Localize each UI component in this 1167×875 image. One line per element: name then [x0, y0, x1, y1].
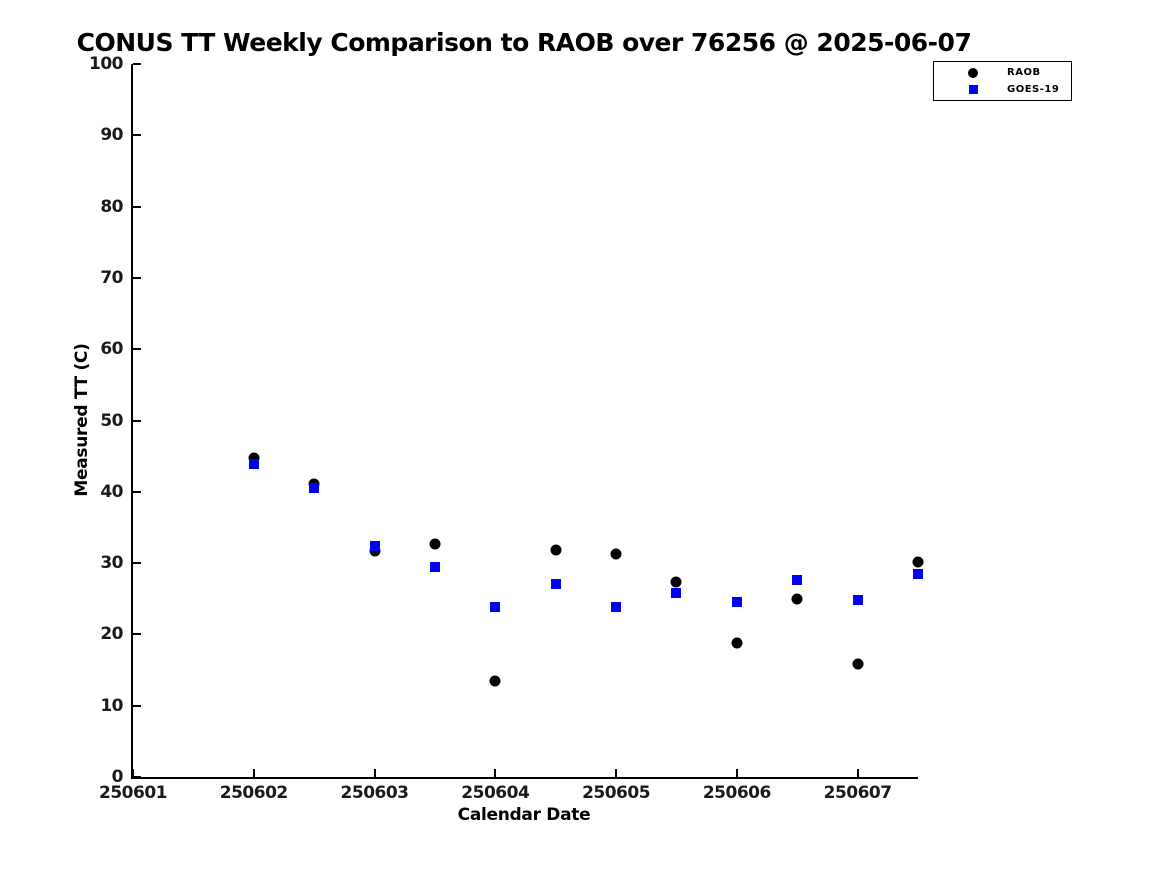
- x-tick: [735, 769, 738, 777]
- y-tick-label: 20: [100, 624, 123, 645]
- data-point-raob: [670, 576, 682, 588]
- data-point-raob: [610, 548, 622, 560]
- x-tick-label: 250607: [823, 783, 892, 803]
- y-tick-label: 0: [111, 767, 124, 787]
- data-point-goes-19: [369, 540, 380, 551]
- x-tick-label: 250601: [99, 783, 167, 803]
- x-tick-label: 250606: [702, 783, 771, 803]
- legend-entry-goes-19: GOES-19: [934, 83, 1071, 95]
- data-point-raob: [852, 658, 864, 670]
- x-tick-label: 250603: [340, 783, 409, 803]
- y-tick: [133, 63, 141, 65]
- plot-canvas: [132, 63, 924, 778]
- y-tick-label: 40: [100, 481, 123, 502]
- legend: RAOB GOES-19: [933, 61, 1072, 101]
- data-point-goes-19: [852, 595, 863, 606]
- y-tick: [133, 633, 141, 636]
- data-point-raob: [429, 538, 441, 550]
- data-point-goes-19: [248, 458, 259, 469]
- data-point-goes-19: [611, 602, 622, 613]
- chart-title: CONUS TT Weekly Comparison to RAOB over …: [76, 28, 972, 57]
- y-tick: [133, 776, 141, 778]
- x-axis-label: Calendar Date: [457, 805, 591, 825]
- data-point-raob: [731, 637, 743, 649]
- x-tick: [373, 769, 376, 777]
- data-point-raob: [248, 452, 260, 464]
- y-tick: [133, 562, 141, 565]
- circle-marker-icon: [967, 67, 979, 79]
- y-tick-label: 60: [100, 339, 123, 360]
- y-tick: [133, 419, 141, 422]
- y-tick: [133, 276, 141, 279]
- y-tick-label: 50: [100, 410, 123, 431]
- data-point-raob: [912, 556, 924, 568]
- data-point-goes-19: [490, 601, 501, 612]
- legend-label-goes-19: GOES-19: [1007, 83, 1060, 95]
- x-tick-label: 250604: [461, 783, 530, 803]
- legend-entry-raob: RAOB: [934, 67, 1071, 79]
- data-point-raob: [791, 593, 803, 605]
- x-tick: [494, 769, 497, 777]
- data-point-goes-19: [731, 597, 742, 608]
- data-point-goes-19: [913, 568, 923, 579]
- x-tick-label: 250605: [582, 783, 651, 803]
- y-tick: [133, 134, 141, 137]
- data-point-raob: [550, 544, 562, 556]
- x-tick: [132, 769, 134, 777]
- legend-label-raob: RAOB: [1007, 67, 1041, 79]
- y-tick: [133, 205, 141, 208]
- y-tick-label: 90: [100, 125, 123, 146]
- y-tick: [133, 704, 141, 707]
- data-point-goes-19: [792, 575, 803, 586]
- data-point-goes-19: [550, 578, 561, 589]
- y-tick-label: 70: [100, 267, 123, 288]
- square-marker-icon: [967, 83, 979, 95]
- x-tick: [615, 769, 618, 777]
- y-tick-label: 100: [89, 54, 124, 74]
- y-tick-label: 30: [100, 553, 123, 574]
- y-tick: [133, 348, 141, 351]
- plot-area: [131, 63, 924, 779]
- x-tick-label: 250602: [219, 783, 288, 803]
- y-tick-label: 80: [100, 196, 123, 217]
- x-tick: [252, 769, 255, 777]
- y-tick-label: 10: [100, 695, 123, 716]
- data-point-goes-19: [671, 588, 682, 599]
- data-point-goes-19: [309, 482, 320, 493]
- x-tick: [856, 769, 859, 777]
- y-tick: [133, 490, 141, 493]
- data-point-goes-19: [429, 562, 440, 573]
- data-point-raob: [489, 675, 501, 687]
